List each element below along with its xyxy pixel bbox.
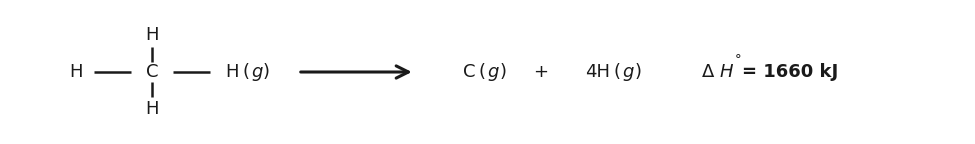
Text: H: H [69, 63, 83, 81]
Text: H: H [720, 63, 733, 81]
Text: (: ( [243, 63, 250, 81]
Text: 4H: 4H [585, 63, 609, 81]
Text: H: H [145, 26, 159, 44]
Text: g: g [623, 63, 634, 81]
Text: ): ) [635, 63, 642, 81]
Text: (: ( [614, 63, 621, 81]
Text: °: ° [734, 53, 741, 66]
Text: H: H [145, 100, 159, 118]
Text: ): ) [263, 63, 270, 81]
Text: ): ) [499, 63, 506, 81]
Text: Δ: Δ [701, 63, 714, 81]
Text: (: ( [479, 63, 486, 81]
Text: C: C [463, 63, 476, 81]
Text: +: + [533, 63, 549, 81]
Text: = 1660 kJ: = 1660 kJ [742, 63, 838, 81]
Text: C: C [146, 63, 158, 81]
Text: g: g [252, 63, 262, 81]
Text: g: g [488, 63, 499, 81]
Text: H: H [225, 63, 239, 81]
